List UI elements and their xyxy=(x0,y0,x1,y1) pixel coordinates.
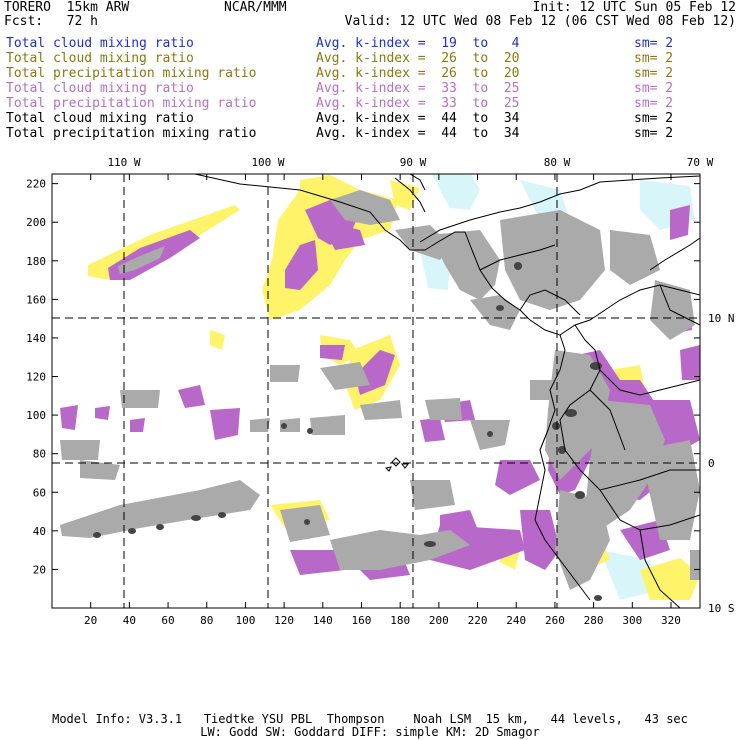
model-title: TORERO 15km ARW xyxy=(4,0,130,15)
legend-row: Total cloud mixing ratio Avg. k-index = 3… xyxy=(6,81,736,96)
y-tick-label: 100 xyxy=(26,409,46,422)
legend-smoothing: sm= 2 xyxy=(634,51,674,66)
latitude-label: 10 S xyxy=(708,602,735,615)
legend-row: Total cloud mixing ratio Avg. k-index = 4… xyxy=(6,111,736,126)
x-tick-label: 260 xyxy=(545,614,565,627)
legend-k-index: Avg. k-index = 19 to 4 xyxy=(316,36,520,51)
x-tick-label: 320 xyxy=(661,614,681,627)
legend-row: Total precipitation mixing ratio Avg. k-i… xyxy=(6,66,736,81)
longitude-label: 90 W xyxy=(400,156,427,169)
x-tick-label: 60 xyxy=(161,614,174,627)
legend-row: Total cloud mixing ratio Avg. k-index = 2… xyxy=(6,51,736,66)
x-tick-label: 120 xyxy=(274,614,294,627)
legend-k-index: Avg. k-index = 26 to 20 xyxy=(316,51,520,66)
legend-k-index: Avg. k-index = 26 to 20 xyxy=(316,66,520,81)
x-tick-label: 140 xyxy=(313,614,333,627)
x-tick-label: 20 xyxy=(84,614,97,627)
x-tick-label: 200 xyxy=(429,614,449,627)
longitude-label: 70 W xyxy=(687,156,714,169)
legend-field-name: Total cloud mixing ratio xyxy=(6,81,194,96)
legend-k-index: Avg. k-index = 33 to 25 xyxy=(316,96,520,111)
legend-k-index: Avg. k-index = 44 to 34 xyxy=(316,111,520,126)
longitude-label: 110 W xyxy=(107,156,140,169)
legend-row: Total precipitation mixing ratio Avg. k-i… xyxy=(6,96,736,111)
field-layer xyxy=(52,174,700,608)
y-tick-label: 200 xyxy=(26,216,46,229)
y-tick-label: 140 xyxy=(26,332,46,345)
longitude-label: 80 W xyxy=(544,156,571,169)
legend-row: Total precipitation mixing ratio Avg. k-i… xyxy=(6,126,736,141)
valid-time: Valid: 12 UTC Wed 08 Feb 12 (06 CST Wed … xyxy=(344,14,736,29)
legend-field-name: Total cloud mixing ratio xyxy=(6,36,194,51)
legend-smoothing: sm= 2 xyxy=(634,126,674,141)
y-tick-label: 120 xyxy=(26,371,46,384)
legend-field-name: Total precipitation mixing ratio xyxy=(6,66,257,81)
forecast-hour: Fcst: 72 h xyxy=(4,14,98,29)
latitude-label: 0 xyxy=(708,457,715,470)
legend-field-name: Total precipitation mixing ratio xyxy=(6,126,257,141)
legend-field-name: Total precipitation mixing ratio xyxy=(6,96,257,111)
model-info-line1: Model Info: V3.3.1 Tiedtke YSU PBL Thomp… xyxy=(52,712,688,726)
init-time: Init: 12 UTC Sun 05 Feb 12 xyxy=(532,0,737,15)
x-tick-label: 220 xyxy=(468,614,488,627)
legend-smoothing: sm= 2 xyxy=(634,81,674,96)
legend-smoothing: sm= 2 xyxy=(634,96,674,111)
legend-k-index: Avg. k-index = 44 to 34 xyxy=(316,126,520,141)
y-tick-label: 60 xyxy=(33,486,46,499)
plot-frame xyxy=(51,173,701,609)
x-tick-label: 240 xyxy=(506,614,526,627)
longitude-label: 100 W xyxy=(251,156,284,169)
legend-field-name: Total cloud mixing ratio xyxy=(6,51,194,66)
graticule xyxy=(52,174,700,608)
axes: 20 40 60 80 100 120 140 160 180 200 220 240 260 280 30… xyxy=(26,156,734,627)
legend-smoothing: sm= 2 xyxy=(634,111,674,126)
legend-field-name: Total cloud mixing ratio xyxy=(6,111,194,126)
y-tick-label: 80 xyxy=(33,448,46,461)
y-tick-label: 220 xyxy=(26,178,46,191)
coastlines xyxy=(194,174,700,608)
x-tick-label: 300 xyxy=(622,614,642,627)
y-tick-label: 20 xyxy=(33,563,46,576)
legend-row: Total cloud mixing ratio Avg. k-index = 1… xyxy=(6,36,736,51)
x-tick-label: 160 xyxy=(352,614,372,627)
map-figure: 20 40 60 80 100 120 140 160 180 200 220 240 260 280 30… xyxy=(26,156,734,627)
x-tick-label: 180 xyxy=(390,614,410,627)
x-tick-label: 80 xyxy=(200,614,213,627)
legend-smoothing: sm= 2 xyxy=(634,36,674,51)
model-info-line2: LW: Godd SW: Goddard DIFF: simple KM: 2D… xyxy=(200,725,540,739)
dark-cores xyxy=(93,262,602,601)
legend-smoothing: sm= 2 xyxy=(634,66,674,81)
map-panel: 20 40 60 80 100 120 140 160 180 200 220 240 260 280 30… xyxy=(0,150,740,640)
y-tick-label: 180 xyxy=(26,255,46,268)
x-tick-label: 100 xyxy=(235,614,255,627)
legend-k-index: Avg. k-index = 33 to 25 xyxy=(316,81,520,96)
x-tick-label: 40 xyxy=(123,614,136,627)
y-tick-label: 160 xyxy=(26,293,46,306)
latitude-label: 10 N xyxy=(708,312,735,325)
y-tick-label: 40 xyxy=(33,525,46,538)
x-tick-label: 280 xyxy=(584,614,604,627)
center-name: NCAR/MMM xyxy=(224,0,287,15)
